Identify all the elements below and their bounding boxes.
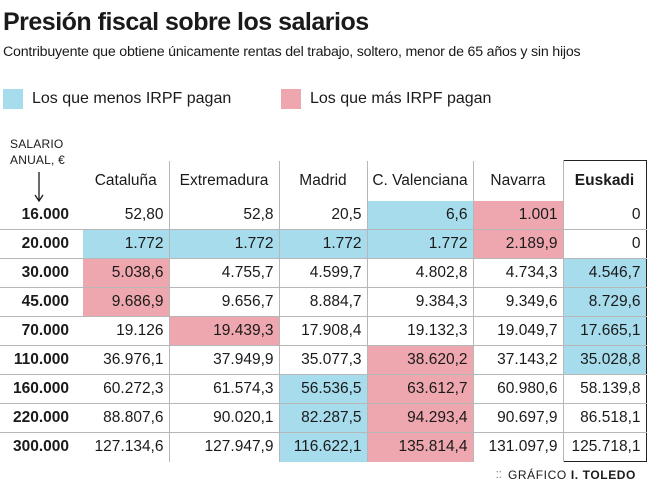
salary-cell: 110.000 <box>0 345 83 375</box>
tax-cell: 6,6 <box>367 200 474 230</box>
salary-cell: 160.000 <box>0 374 83 404</box>
tax-cell: 56.536,5 <box>279 374 368 404</box>
tax-cell: 82.287,5 <box>279 403 368 433</box>
tax-cell: 94.293,4 <box>367 403 474 433</box>
tax-cell: 4.734,3 <box>473 258 564 288</box>
column-header-c-valenciana: C. Valenciana <box>367 160 474 201</box>
tax-cell: 9.686,9 <box>83 287 170 317</box>
table-row: 110.000 36.976,1 37.949,9 35.077,3 38.620,2 3… <box>0 345 647 375</box>
salary-cell: 70.000 <box>0 316 83 346</box>
salary-axis-label: SALARIO ANUAL, € <box>10 136 70 168</box>
salary-cell: 220.000 <box>0 403 83 433</box>
tax-cell: 52,80 <box>83 200 170 230</box>
tax-cell: 131.097,9 <box>473 432 564 462</box>
credit-author: I. TOLEDO <box>570 468 636 482</box>
tax-cell: 37.143,2 <box>473 345 564 375</box>
table-row: 45.000 9.686,9 9.656,7 8.884,7 9.384,3 9.349,… <box>0 287 647 317</box>
tax-cell: 0 <box>562 229 647 259</box>
tax-cell: 60.980,6 <box>473 374 564 404</box>
tax-cell: 17.908,4 <box>279 316 368 346</box>
salary-cell: 45.000 <box>0 287 83 317</box>
page-subtitle: Contribuyente que obtiene únicamente ren… <box>3 44 581 60</box>
credit-dots-icon: ⁚⁚ <box>495 469 502 481</box>
table-row: 20.000 1.772 1.772 1.772 1.772 2.189,9 0 <box>0 229 647 259</box>
column-header-cataluna: Cataluña <box>83 160 170 201</box>
tax-cell: 116.622,1 <box>279 432 368 462</box>
tax-cell: 90.020,1 <box>169 403 280 433</box>
column-header-euskadi: Euskadi <box>562 160 647 201</box>
tax-cell: 127.947,9 <box>169 432 280 462</box>
tax-cell: 90.697,9 <box>473 403 564 433</box>
tax-cell: 17.665,1 <box>562 316 647 346</box>
tax-cell: 135.814,4 <box>367 432 474 462</box>
tax-table: Cataluña Extremadura Madrid C. Valencian… <box>0 160 647 462</box>
credit-prefix: GRÁFICO <box>507 468 567 482</box>
tax-cell: 36.976,1 <box>83 345 170 375</box>
legend-swatch-high <box>281 89 301 109</box>
salary-cell: 16.000 <box>0 200 83 230</box>
tax-cell: 8.884,7 <box>279 287 368 317</box>
table-row: 70.000 19.126 19.439,3 17.908,4 19.132,3 19.0… <box>0 316 647 346</box>
tax-cell: 1.772 <box>279 229 368 259</box>
tax-cell: 19.049,7 <box>473 316 564 346</box>
tax-cell: 125.718,1 <box>562 432 647 462</box>
tax-cell: 63.612,7 <box>367 374 474 404</box>
table-row: 16.000 52,80 52,8 20,5 6,6 1.001 0 <box>0 200 647 230</box>
page-title: Presión fiscal sobre los salarios <box>3 8 369 36</box>
tax-cell: 61.574,3 <box>169 374 280 404</box>
tax-cell: 127.134,6 <box>83 432 170 462</box>
tax-cell: 86.518,1 <box>562 403 647 433</box>
salary-axis-label-line1: SALARIO <box>10 137 64 151</box>
legend-low-payers: Los que menos IRPF pagan <box>3 89 231 109</box>
tax-cell: 1.772 <box>169 229 280 259</box>
legend-label-low: Los que menos IRPF pagan <box>32 90 232 107</box>
tax-cell: 20,5 <box>279 200 368 230</box>
legend-swatch-low <box>3 89 23 109</box>
table-row: 160.000 60.272,3 61.574,3 56.536,5 63.612,7 6… <box>0 374 647 404</box>
tax-cell: 35.028,8 <box>562 345 647 375</box>
tax-cell: 9.349,6 <box>473 287 564 317</box>
salary-cell: 300.000 <box>12 438 69 456</box>
tax-cell: 19.132,3 <box>367 316 474 346</box>
tax-cell: 1.772 <box>83 229 170 259</box>
column-header-navarra: Navarra <box>473 160 564 201</box>
tax-cell: 9.656,7 <box>169 287 280 317</box>
table-row: 220.000 88.807,6 90.020,1 82.287,5 94.293,4 9… <box>0 403 647 433</box>
tax-cell: 58.139,8 <box>562 374 647 404</box>
tax-cell: 52,8 <box>169 200 280 230</box>
tax-cell: 37.949,9 <box>169 345 280 375</box>
column-header-madrid: Madrid <box>279 160 368 201</box>
legend-label-high: Los que más IRPF pagan <box>310 90 492 107</box>
tax-cell: 88.807,6 <box>83 403 170 433</box>
tax-cell: 8.729,6 <box>562 287 647 317</box>
table-header-row: Cataluña Extremadura Madrid C. Valencian… <box>0 160 647 201</box>
table-corner <box>0 161 83 201</box>
legend-high-payers: Los que más IRPF pagan <box>281 89 491 109</box>
tax-cell: 0 <box>562 200 647 230</box>
salary-cell: 30.000 <box>0 258 83 288</box>
column-header-extremadura: Extremadura <box>169 160 280 201</box>
table-row: 30.000 5.038,6 4.755,7 4.599,7 4.802,8 4.734,… <box>0 258 647 288</box>
tax-cell: 1.772 <box>367 229 474 259</box>
tax-cell: 4.755,7 <box>169 258 280 288</box>
tax-cell: 4.802,8 <box>367 258 474 288</box>
tax-cell: 1.001 <box>473 200 564 230</box>
tax-cell: 35.077,3 <box>279 345 368 375</box>
salary-cell: 20.000 <box>0 229 83 259</box>
tax-cell: 38.620,2 <box>367 345 474 375</box>
tax-cell: 2.189,9 <box>473 229 564 259</box>
tax-cell: 19.439,3 <box>169 316 280 346</box>
tax-cell: 5.038,6 <box>83 258 170 288</box>
graphic-credit: ⁚⁚ GRÁFICO I. TOLEDO <box>496 468 636 482</box>
table-row: 300.000 127.134,6 127.947,9 116.622,1 135.81… <box>0 432 647 462</box>
tax-cell: 4.599,7 <box>279 258 368 288</box>
tax-cell: 60.272,3 <box>83 374 170 404</box>
tax-cell: 19.126 <box>83 316 170 346</box>
tax-cell: 4.546,7 <box>562 258 647 288</box>
salary-axis-label-line2: ANUAL, € <box>10 153 65 167</box>
tax-cell: 9.384,3 <box>367 287 474 317</box>
